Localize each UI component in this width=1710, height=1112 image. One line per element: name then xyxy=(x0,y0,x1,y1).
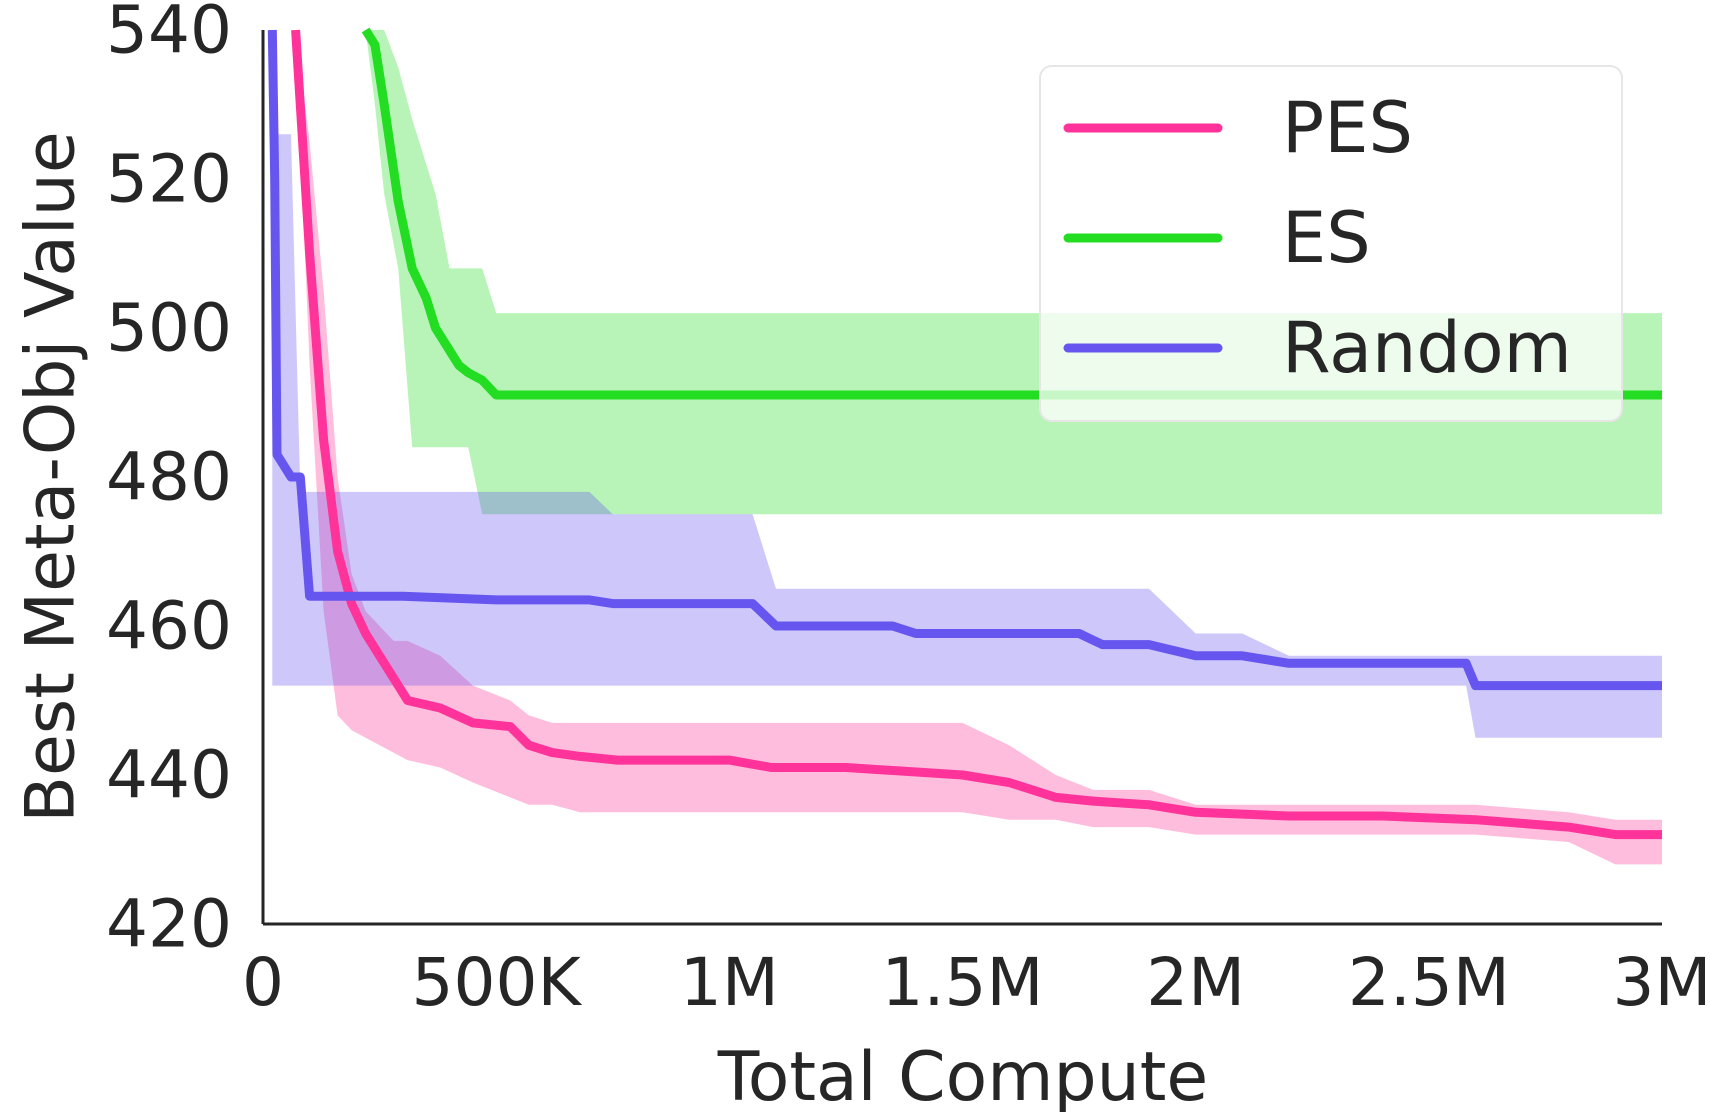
x-tick-label: 2M xyxy=(1146,944,1245,1021)
series-lines xyxy=(267,27,1662,840)
es-series-line xyxy=(361,27,1662,400)
x-tick-label: 500K xyxy=(412,944,583,1021)
legend-label-pes: PES xyxy=(1282,87,1413,169)
pes-series-line xyxy=(291,29,1662,840)
x-tick-label: 0 xyxy=(242,944,284,1021)
y-tick-label: 480 xyxy=(106,439,232,516)
y-tick-label: 540 xyxy=(106,0,232,69)
y-tick-label: 420 xyxy=(106,886,232,963)
random-confidence-band xyxy=(272,30,1662,738)
x-tick-labels: 0 500K 1M 1.5M 2M 2.5M 3M xyxy=(242,944,1710,1021)
x-tick-label: 1M xyxy=(680,944,779,1021)
x-tick-label: 2.5M xyxy=(1348,944,1510,1021)
y-tick-labels: 420 440 460 480 500 520 540 xyxy=(106,0,232,963)
legend-box xyxy=(1039,65,1623,422)
x-tick-label: 3M xyxy=(1613,944,1710,1021)
y-axis-label: Best Meta-Obj Value xyxy=(12,131,91,822)
legend-label-random: Random xyxy=(1282,307,1572,389)
y-tick-label: 440 xyxy=(106,737,232,814)
axes xyxy=(261,30,1662,926)
legend: PES ES Random xyxy=(1039,65,1623,422)
y-tick-label: 500 xyxy=(106,290,232,367)
x-tick-label: 1.5M xyxy=(882,944,1044,1021)
y-tick-label: 520 xyxy=(106,141,232,218)
x-axis-label: Total Compute xyxy=(717,1038,1209,1112)
random-series-line xyxy=(267,29,1662,691)
legend-label-es: ES xyxy=(1282,197,1371,279)
y-tick-label: 460 xyxy=(106,588,232,665)
